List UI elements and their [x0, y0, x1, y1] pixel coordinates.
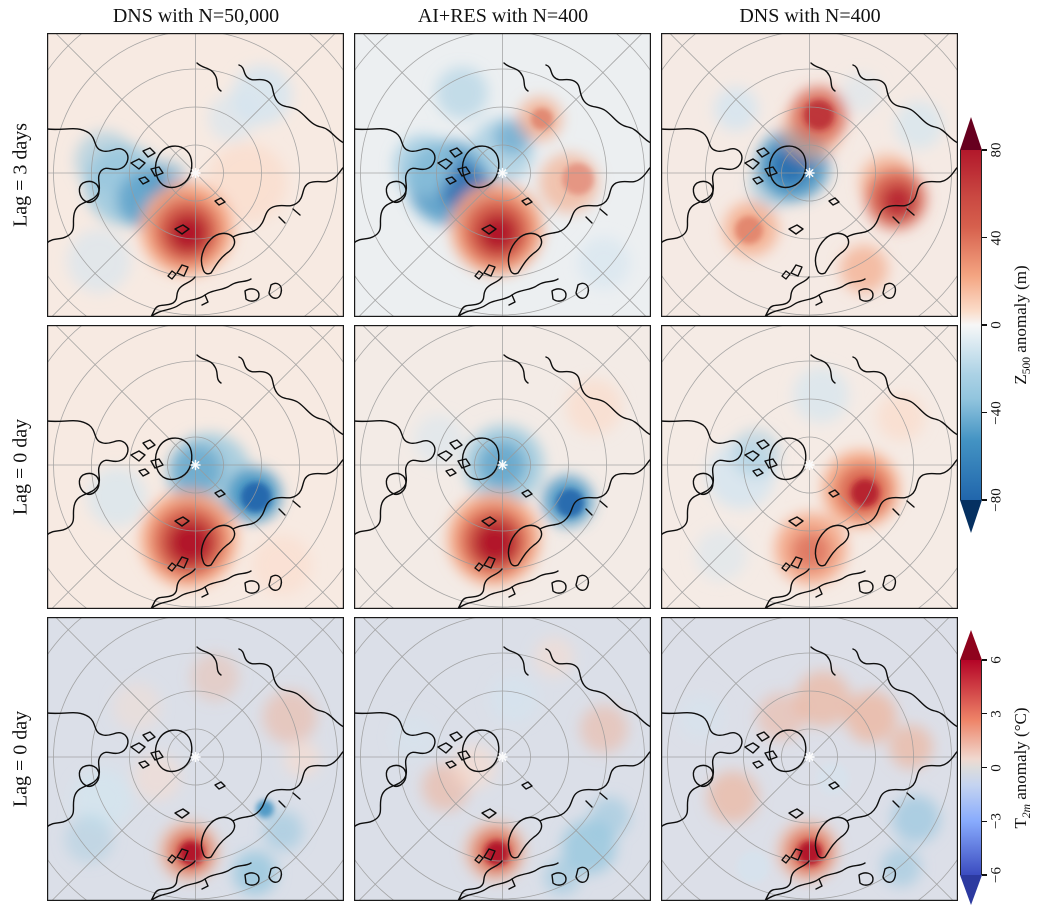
z500-tick-mark [982, 499, 987, 501]
map-panel-r3c3 [661, 617, 958, 901]
coastlines [47, 646, 344, 901]
t2m-label-subscript: 2m [1020, 803, 1034, 819]
t2m-tick-mark [982, 874, 987, 876]
map-panel-r2c1 [47, 325, 344, 609]
z500-tick-mark [982, 236, 987, 239]
colorbar-z500-label: Z500 anomaly (m) [1011, 265, 1033, 384]
t2m-tick-mark [982, 713, 987, 715]
t2m-tick-label: 0 [988, 763, 1005, 772]
colorbar-z500-lower-arrow [960, 500, 982, 533]
z500-tick-label: 0 [988, 321, 1005, 329]
pole-marker [190, 167, 201, 179]
z500-tick-label: −40 [988, 400, 1005, 425]
z500-tick-mark [982, 149, 987, 151]
colorbar-z500: 80 40 0 −40 −80 [960, 117, 1030, 533]
z500-tick-label: 40 [988, 230, 1005, 245]
colorbar-t2m-label: T2m anomaly (°C) [1011, 707, 1033, 828]
pole-marker [804, 751, 815, 763]
t2m-tick-mark [982, 766, 987, 769]
map-panel-r2c2 [354, 325, 651, 609]
column-title-dns-50000: DNS with N=50,000 [112, 5, 280, 27]
t2m-tick-label: 3 [988, 710, 1005, 718]
colorbar-t2m-bar [960, 660, 982, 875]
t2m-tick-label: −3 [988, 813, 1005, 830]
pole-marker [497, 459, 508, 471]
pole-marker [804, 167, 815, 179]
colorbar-z500-upper-arrow [960, 117, 982, 150]
pole-marker [804, 459, 815, 471]
t2m-label-symbol: T [1010, 818, 1030, 829]
coastlines [47, 354, 344, 609]
z500-label-text: anomaly (m) [1010, 265, 1030, 357]
coastlines [354, 62, 651, 317]
z500-tick-mark [982, 324, 987, 326]
t2m-label-text: anomaly (°C) [1010, 707, 1030, 804]
map-panel-r3c2 [354, 617, 651, 901]
coastlines [661, 354, 958, 609]
coastlines [47, 62, 344, 317]
t2m-tick-label: 6 [988, 656, 1005, 664]
coastlines [354, 646, 651, 901]
map-panel-r1c3 [661, 33, 958, 317]
z500-label-subscript: 500 [1020, 356, 1034, 375]
z500-tick-label: −80 [988, 488, 1005, 512]
coastlines [354, 354, 651, 609]
pole-marker [497, 751, 508, 763]
t2m-tick-mark [982, 659, 987, 661]
map-panel-r1c1 [47, 33, 344, 317]
colorbar-z500-bar [960, 150, 982, 500]
column-title-dns-400: DNS with N=400 [739, 5, 881, 27]
pole-marker [190, 459, 201, 471]
map-panel-r2c3 [661, 325, 958, 609]
t2m-tick-label: −6 [988, 867, 1005, 883]
colorbar-t2m-lower-arrow [960, 875, 982, 905]
coastlines [661, 646, 958, 901]
z500-tick-label: 80 [988, 142, 1005, 158]
colorbar-t2m: 6 3 0 −3 −6 [960, 630, 1030, 905]
z500-label-symbol: Z [1010, 374, 1030, 385]
map-panel-r3c1 [47, 617, 344, 901]
map-panel-r1c2 [354, 33, 651, 317]
t2m-tick-mark [982, 820, 987, 822]
pole-marker [497, 167, 508, 179]
column-title-ai-res-400: AI+RES with N=400 [417, 5, 589, 27]
pole-marker [190, 751, 201, 763]
coastlines [661, 62, 958, 317]
z500-tick-mark [982, 411, 987, 414]
colorbar-t2m-upper-arrow [960, 630, 982, 660]
